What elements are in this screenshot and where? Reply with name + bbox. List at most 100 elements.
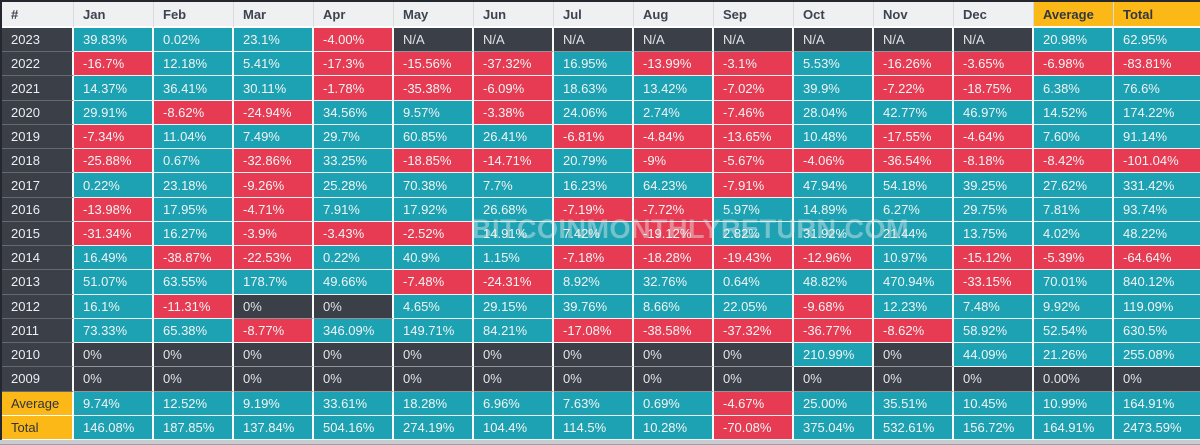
cell: 274.19% [394,415,474,440]
cell: 20.98% [1034,28,1114,53]
cell: N/A [634,28,714,53]
cell: N/A [714,28,794,53]
cell: 7.91% [314,197,394,222]
column-header-dec: Dec [954,2,1034,28]
cell: 30.11% [234,76,314,101]
cell: 9.57% [394,100,474,125]
cell: 0% [634,367,714,392]
cell: -7.48% [394,270,474,295]
table-row: Total 146.08% 187.85% 137.84% 504.16% 274.19%… [2,415,1200,440]
row-label: 2014 [2,246,74,271]
cell: 14.89% [794,197,874,222]
cell: -4.71% [234,197,314,222]
cell: 29.75% [954,197,1034,222]
cell: 24.06% [554,100,634,125]
cell: -3.1% [714,52,794,77]
cell: -4.64% [954,124,1034,150]
cell: -13.99% [634,52,714,77]
cell: 10.97% [874,246,954,271]
cell: 63.55% [154,270,234,295]
cell: 0% [154,343,234,368]
table-row: 2020 29.91% -8.62% -24.94% 34.56% 9.57% -3.38%… [2,100,1200,125]
cell: -7.18% [554,246,634,271]
cell: 76.6% [1114,76,1200,101]
cell: -3.9% [234,221,314,247]
returns-table-body: 2023 39.83% 0.02% 23.1% -4.00% N/A N/A N/A N/A N/… [2,28,1200,440]
row-label: Average [2,391,74,416]
cell: -7.72% [634,197,714,222]
cell: 11.04% [154,124,234,150]
cell: 4.02% [1034,221,1114,247]
column-header-jul: Jul [554,2,634,28]
table-row: 2009 0% 0% 0% 0% 0% 0% 0% 0% 0% 0% 0% 0% 0.00% 0% [2,367,1200,392]
cell: -24.31% [474,270,554,295]
cell: -8.62% [154,100,234,125]
cell: 65.38% [154,318,234,344]
cell: 0% [154,367,234,392]
cell: 39.83% [74,28,154,53]
cell: 149.71% [394,318,474,344]
column-header-nov: Nov [874,2,954,28]
cell: 0% [394,343,474,368]
cell: 137.84% [234,415,314,440]
cell: 0% [554,343,634,368]
cell: 0% [714,367,794,392]
cell: 58.92% [954,318,1034,344]
row-label: 2019 [2,124,74,150]
table-row: 2017 0.22% 23.18% -9.26% 25.28% 70.38% 7.7% 16.… [2,173,1200,198]
cell: 23.1% [234,28,314,53]
cell: 36.41% [154,76,234,101]
cell: 375.04% [794,415,874,440]
cell: 6.96% [474,391,554,416]
cell: 7.49% [234,124,314,150]
column-header-row: # [2,2,74,28]
cell: 39.76% [554,294,634,319]
cell: 26.68% [474,197,554,222]
cell: -4.67% [714,391,794,416]
cell: 104.4% [474,415,554,440]
cell: -38.58% [634,318,714,344]
cell: 52.54% [1034,318,1114,344]
cell: 33.61% [314,391,394,416]
cell: -36.54% [874,149,954,174]
cell: 187.85% [154,415,234,440]
cell: -64.64% [1114,246,1200,271]
cell: 8.66% [634,294,714,319]
table-row: 2023 39.83% 0.02% 23.1% -4.00% N/A N/A N/A N/A N/… [2,28,1200,53]
cell: -17.08% [554,318,634,344]
cell: -8.42% [1034,149,1114,174]
cell: -4.84% [634,124,714,150]
row-label: Total [2,415,74,440]
cell: 0% [314,367,394,392]
cell: 60.85% [394,124,474,150]
cell: 48.82% [794,270,874,295]
column-header-jun: Jun [474,2,554,28]
cell: -6.09% [474,76,554,101]
cell: 18.28% [394,391,474,416]
cell: 0% [474,367,554,392]
column-header-apr: Apr [314,2,394,28]
cell: 7.48% [954,294,1034,319]
cell: 6.27% [874,197,954,222]
cell: -19.43% [714,246,794,271]
cell: 48.22% [1114,221,1200,247]
cell: 70.38% [394,173,474,198]
cell: 28.04% [794,100,874,125]
cell: 174.22% [1114,100,1200,125]
cell: 7.63% [554,391,634,416]
row-label: 2009 [2,367,74,392]
cell: 16.23% [554,173,634,198]
column-header-sep: Sep [714,2,794,28]
table-row: 2016 -13.98% 17.95% -4.71% 7.91% 17.92% 26.68%… [2,197,1200,222]
row-label: 2020 [2,100,74,125]
cell: 70.01% [1034,270,1114,295]
cell: 26.41% [474,124,554,150]
column-header-jan: Jan [74,2,154,28]
cell: 114.5% [554,415,634,440]
cell: 17.95% [154,197,234,222]
cell: 14.91% [474,221,554,247]
cell: 0.69% [634,391,714,416]
cell: 73.33% [74,318,154,344]
cell: N/A [394,28,474,53]
